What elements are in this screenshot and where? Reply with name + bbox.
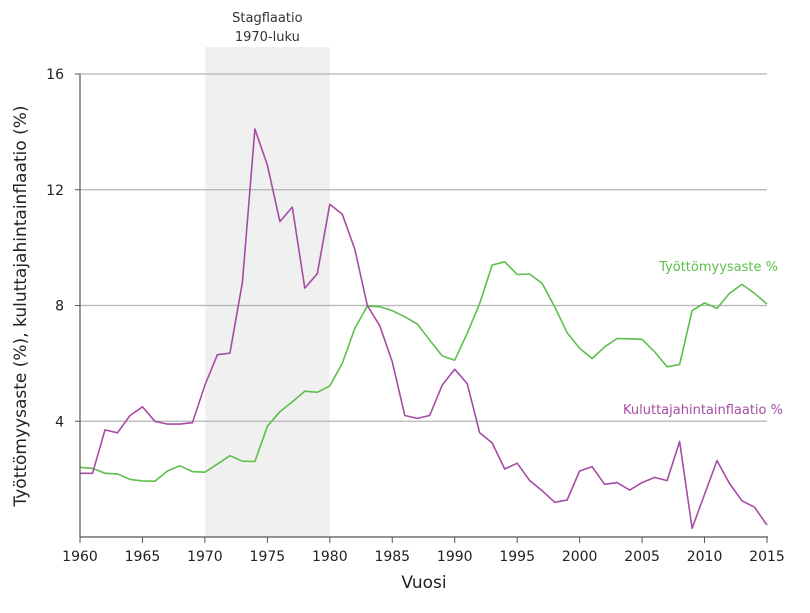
x-tick-label: 1990 [437, 549, 473, 565]
x-tick-label: 2000 [562, 549, 598, 565]
series-lines [80, 129, 767, 528]
x-tick-label: 1970 [187, 549, 223, 565]
y-tick-label: 16 [46, 67, 64, 83]
y-tick-label: 12 [46, 183, 64, 199]
stagflation-label-line1: Stagflaatio [232, 11, 302, 26]
x-tick-label: 2015 [749, 549, 785, 565]
x-tick-label: 1965 [125, 549, 161, 565]
gridlines [75, 74, 767, 421]
stagflation-label-line2: 1970-luku [235, 30, 300, 45]
legend-unemployment: Työttömyysaste % [658, 260, 778, 275]
x-tick-label: 1980 [312, 549, 348, 565]
x-tick-label: 2005 [624, 549, 660, 565]
y-axis-label: Työttömyysaste (%), kuluttajahintainflaa… [11, 106, 31, 508]
y-tick-label: 8 [55, 299, 64, 315]
x-axis-label: Vuosi [401, 573, 446, 593]
unemployment-line [80, 262, 767, 481]
inflation-line [80, 129, 767, 528]
x-tick-label: 1975 [250, 549, 286, 565]
stagflation-band [205, 47, 330, 537]
x-tick-labels: 1960 1965 1970 1975 1980 1985 1990 1995 2000 2005… [62, 537, 785, 565]
x-tick-label: 1985 [374, 549, 410, 565]
x-tick-label: 1960 [62, 549, 98, 565]
legend-inflation: Kuluttajahintainflaatio % [623, 403, 783, 418]
x-tick-label: 1995 [499, 549, 535, 565]
y-tick-labels: 4 8 12 16 [46, 67, 64, 430]
y-tick-label: 4 [55, 414, 64, 430]
x-tick-label: 2010 [687, 549, 723, 565]
